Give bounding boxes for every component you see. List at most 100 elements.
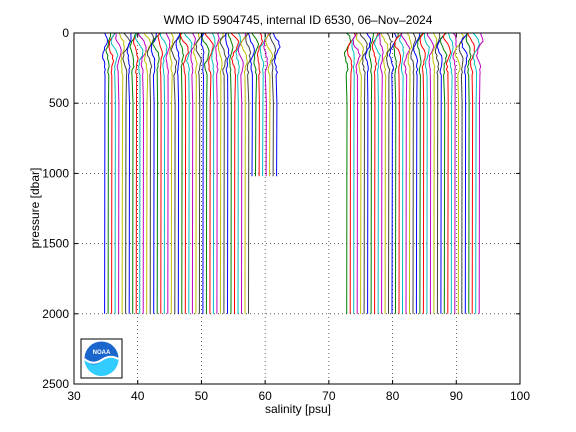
x-axis-label: salinity [psu] xyxy=(265,402,331,416)
salinity-profile-line xyxy=(417,32,424,314)
x-tick-label: 60 xyxy=(258,389,272,403)
salinity-profile-line xyxy=(245,32,252,314)
x-tick-label: 80 xyxy=(386,389,400,403)
salinity-profile-line xyxy=(190,32,197,314)
salinity-profile-line xyxy=(200,32,210,314)
x-tick-label: 50 xyxy=(195,389,209,403)
grid-lines xyxy=(74,33,520,384)
salinity-profile-line xyxy=(132,32,139,314)
salinity-profile-line xyxy=(475,32,484,314)
salinity-profile-line xyxy=(247,32,256,177)
x-axis-ticks: 30 40 50 60 70 80 90 100 xyxy=(67,33,530,403)
salinity-profile-line xyxy=(423,32,430,314)
salinity-profile-line xyxy=(364,32,371,314)
salinity-profile-line xyxy=(371,32,379,314)
y-axis-ticks: 0 500 1000 1500 2000 2500 xyxy=(42,26,520,391)
salinity-profile-line xyxy=(436,32,447,314)
salinity-profile-line xyxy=(143,32,152,314)
salinity-profile-line xyxy=(460,32,469,314)
salinity-profile-line xyxy=(227,32,234,314)
salinity-profile-line xyxy=(175,32,181,314)
salinity-profile-line xyxy=(122,32,131,314)
salinity-profile-line xyxy=(251,32,260,177)
salinity-profile-line xyxy=(393,32,403,314)
x-tick-label: 70 xyxy=(322,389,336,403)
x-tick-label: 30 xyxy=(67,389,81,403)
salinity-profile-line xyxy=(346,32,357,314)
salinity-profile-line xyxy=(204,32,214,314)
salinity-profile-line xyxy=(465,32,472,314)
salinity-profile-line xyxy=(269,32,277,177)
y-tick-label: 0 xyxy=(62,26,69,40)
y-tick-label: 2000 xyxy=(42,307,69,321)
salinity-profile-line xyxy=(272,32,281,177)
salinity-profile-line xyxy=(472,32,480,314)
salinity-profile-line xyxy=(115,32,122,314)
salinity-profile-line xyxy=(200,32,205,314)
salinity-profile-line xyxy=(352,32,361,314)
salinity-profile-line xyxy=(256,32,263,177)
y-tick-label: 2500 xyxy=(42,377,69,391)
salinity-profile-line xyxy=(426,32,435,314)
salinity-profile-line xyxy=(410,32,417,314)
salinity-profile-line xyxy=(419,32,426,314)
salinity-profile-line xyxy=(379,32,384,314)
salinity-profile-line xyxy=(240,32,250,314)
salinity-profile-line xyxy=(235,32,242,314)
salinity-profile-line xyxy=(134,32,144,314)
salinity-profile-line xyxy=(466,32,476,314)
noaa-logo-text: NOAA xyxy=(93,350,111,356)
x-tick-label: 100 xyxy=(510,389,530,403)
salinity-profile-line xyxy=(452,32,457,314)
plot-frame xyxy=(73,32,521,385)
y-tick-label: 1500 xyxy=(42,237,69,251)
salinity-profile-line xyxy=(215,32,220,314)
salinity-profile-line xyxy=(225,32,230,314)
x-tick-label: 90 xyxy=(450,389,464,403)
salinity-profile-line xyxy=(126,33,132,314)
salinity-profile-line xyxy=(146,32,155,314)
salinity-profile-line xyxy=(406,32,413,314)
salinity-profile-line xyxy=(413,32,421,314)
salinity-profile-line xyxy=(230,32,240,314)
salinity-profile-line xyxy=(165,32,171,314)
salinity-profile-line xyxy=(385,32,392,314)
salinity-profile-line xyxy=(368,32,374,314)
salinity-profile-line xyxy=(343,32,352,314)
salinity-profile-line xyxy=(219,32,228,314)
noaa-logo: NOAA xyxy=(80,338,123,379)
salinity-profile-line xyxy=(359,32,368,314)
salinity-profile-line xyxy=(110,32,119,314)
y-axis-label: pressure [dbar] xyxy=(28,168,42,249)
salinity-profile-line xyxy=(442,32,452,314)
salinity-profile-line xyxy=(180,32,189,314)
y-tick-label: 1000 xyxy=(42,166,69,180)
salinity-profile-line xyxy=(399,32,405,314)
salinity-profile-line xyxy=(152,32,162,314)
salinity-profile-line xyxy=(380,32,389,314)
salinity-profile-line xyxy=(108,32,115,314)
salinity-profile-line xyxy=(170,32,181,314)
salinity-profile-line xyxy=(373,32,381,314)
salinity-profile-line xyxy=(431,32,438,314)
salinity-profile-line xyxy=(157,32,163,314)
salinity-profile-line xyxy=(105,32,112,314)
salinity-profile-line xyxy=(150,32,157,314)
salinity-profile-line xyxy=(129,32,137,314)
salinity-profile-line xyxy=(401,32,411,314)
salinity-profile-line xyxy=(434,32,441,314)
salinity-profile-line xyxy=(102,32,109,314)
y-tick-label: 500 xyxy=(49,96,69,110)
salinity-profile-line xyxy=(118,32,125,314)
salinity-profile-line xyxy=(183,32,193,314)
x-tick-label: 40 xyxy=(131,389,145,403)
chart-title: WMO ID 5904745, internal ID 6530, 06–Nov… xyxy=(164,13,433,27)
salinity-profile-line xyxy=(265,32,274,177)
salinity-profile-line xyxy=(195,32,205,314)
profile-lines xyxy=(102,32,484,314)
salinity-profile-line xyxy=(263,32,270,177)
salinity-profile-line xyxy=(169,32,174,314)
salinity-profile-line xyxy=(138,32,147,314)
salinity-profile-line xyxy=(447,32,454,314)
